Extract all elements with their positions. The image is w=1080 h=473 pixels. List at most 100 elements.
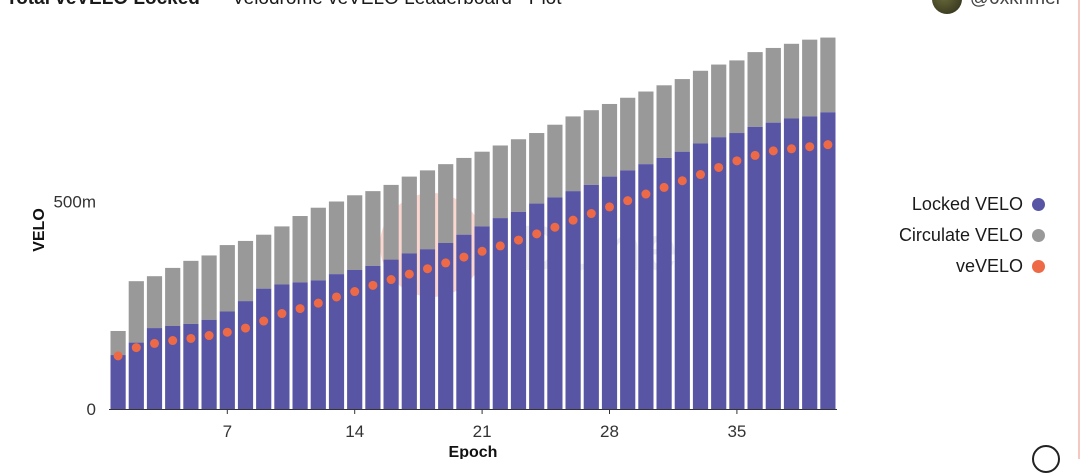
bar-circulate-velo bbox=[529, 133, 545, 204]
point-vevelo bbox=[550, 222, 560, 232]
bar-locked-velo bbox=[674, 151, 690, 409]
bar-locked-velo bbox=[711, 137, 727, 410]
point-vevelo bbox=[532, 229, 542, 239]
bar-circulate-velo bbox=[802, 39, 818, 117]
bar-circulate-velo bbox=[765, 47, 781, 123]
chart-subtitle: Velodrome veVELO Leaderboard - Plot bbox=[232, 0, 562, 10]
bar-circulate-velo bbox=[146, 276, 163, 329]
bar-locked-velo bbox=[692, 143, 709, 409]
bar-circulate-velo bbox=[820, 37, 836, 113]
expand-icon[interactable] bbox=[1032, 445, 1060, 473]
point-vevelo bbox=[459, 252, 469, 262]
bar-circulate-velo bbox=[219, 245, 235, 312]
bar-locked-velo bbox=[310, 280, 326, 409]
bar-locked-velo bbox=[438, 243, 454, 409]
bar-circulate-velo bbox=[747, 52, 763, 127]
bar-locked-velo bbox=[419, 249, 436, 409]
bar-circulate-velo bbox=[419, 170, 436, 250]
bar-locked-velo bbox=[201, 319, 217, 409]
bar-circulate-velo bbox=[310, 207, 326, 281]
point-vevelo bbox=[659, 182, 669, 192]
bar-circulate-velo bbox=[510, 139, 527, 212]
legend-label-locked: Locked VELO bbox=[911, 194, 1023, 214]
bar-locked-velo bbox=[237, 301, 254, 409]
bar-circulate-velo bbox=[583, 110, 599, 185]
legend: Locked VELO Circulate VELO veVELO bbox=[870, 189, 1045, 282]
bar-locked-velo bbox=[783, 118, 800, 409]
bar-locked-velo bbox=[547, 197, 563, 409]
bar-circulate-velo bbox=[656, 85, 672, 158]
bar-circulate-velo bbox=[110, 330, 126, 356]
point-vevelo bbox=[259, 316, 269, 326]
x-tick-label: 35 bbox=[727, 422, 746, 441]
point-vevelo bbox=[641, 189, 651, 199]
point-vevelo bbox=[186, 333, 196, 343]
point-vevelo bbox=[113, 351, 123, 361]
point-vevelo bbox=[441, 258, 451, 268]
panel-edge bbox=[1078, 0, 1080, 459]
bar-locked-velo bbox=[601, 176, 618, 409]
bar-circulate-velo bbox=[401, 176, 417, 254]
point-vevelo bbox=[605, 202, 614, 212]
author-handle[interactable]: @0xkhmer bbox=[970, 0, 1062, 10]
author[interactable]: @0xkhmer bbox=[931, 0, 1062, 14]
bar-locked-velo bbox=[656, 157, 672, 409]
bar-locked-velo bbox=[401, 253, 417, 409]
bar-circulate-velo bbox=[256, 234, 272, 289]
x-tick-label: 21 bbox=[473, 422, 492, 441]
avatar[interactable] bbox=[931, 0, 962, 14]
point-vevelo bbox=[714, 162, 724, 172]
point-vevelo bbox=[477, 246, 487, 256]
point-vevelo bbox=[823, 140, 833, 150]
point-vevelo bbox=[241, 323, 250, 333]
bar-locked-velo bbox=[456, 234, 472, 409]
legend-item-circulate[interactable]: Circulate VELO bbox=[870, 220, 1045, 251]
point-vevelo bbox=[732, 156, 742, 166]
bar-circulate-velo bbox=[474, 151, 490, 227]
bar-circulate-velo bbox=[547, 124, 563, 198]
bar-circulate-velo bbox=[456, 157, 472, 235]
bar-circulate-velo bbox=[274, 226, 290, 285]
point-vevelo bbox=[623, 196, 633, 206]
chart-title: Total veVELO Locked bbox=[6, 0, 200, 10]
point-vevelo bbox=[350, 287, 360, 297]
bar-locked-velo bbox=[529, 203, 545, 409]
bar-circulate-velo bbox=[565, 116, 581, 192]
bar-locked-velo bbox=[820, 112, 836, 410]
bar-circulate-velo bbox=[165, 267, 181, 326]
bar-circulate-velo bbox=[674, 79, 690, 152]
bar-circulate-velo bbox=[601, 103, 618, 177]
bar-locked-velo bbox=[110, 355, 126, 409]
bar-locked-velo bbox=[383, 259, 399, 409]
point-vevelo bbox=[696, 170, 705, 180]
legend-item-locked[interactable]: Locked VELO bbox=[870, 189, 1045, 220]
bar-locked-velo bbox=[365, 265, 381, 409]
bar-locked-velo bbox=[565, 191, 581, 409]
y-tick-label: 0 bbox=[87, 400, 96, 419]
bar-locked-velo bbox=[765, 122, 781, 410]
bar-locked-velo bbox=[328, 274, 345, 409]
bar-locked-velo bbox=[510, 211, 527, 409]
bar-locked-velo bbox=[292, 282, 308, 409]
point-vevelo bbox=[150, 338, 159, 348]
bar-locked-velo bbox=[474, 226, 490, 409]
bar-locked-velo bbox=[165, 326, 181, 409]
bar-circulate-velo bbox=[383, 184, 399, 260]
bar-circulate-velo bbox=[328, 201, 345, 275]
x-tick-label: 28 bbox=[600, 422, 619, 441]
bar-locked-velo bbox=[274, 284, 290, 409]
chart-canvas: Dune0500m714212835VELOEpoch bbox=[31, 37, 837, 459]
bar-locked-velo bbox=[146, 328, 163, 409]
legend-swatch-locked bbox=[1032, 198, 1045, 211]
bar-circulate-velo bbox=[201, 255, 217, 320]
point-vevelo bbox=[368, 280, 378, 290]
legend-label-circulate: Circulate VELO bbox=[898, 225, 1023, 245]
bar-circulate-velo bbox=[183, 260, 199, 324]
point-vevelo bbox=[495, 241, 505, 251]
bar-locked-velo bbox=[729, 133, 745, 409]
point-vevelo bbox=[332, 292, 341, 302]
legend-item-vevelo[interactable]: veVELO bbox=[870, 251, 1045, 282]
bar-circulate-velo bbox=[292, 216, 308, 283]
bar-locked-velo bbox=[638, 164, 654, 409]
point-vevelo bbox=[313, 298, 323, 308]
